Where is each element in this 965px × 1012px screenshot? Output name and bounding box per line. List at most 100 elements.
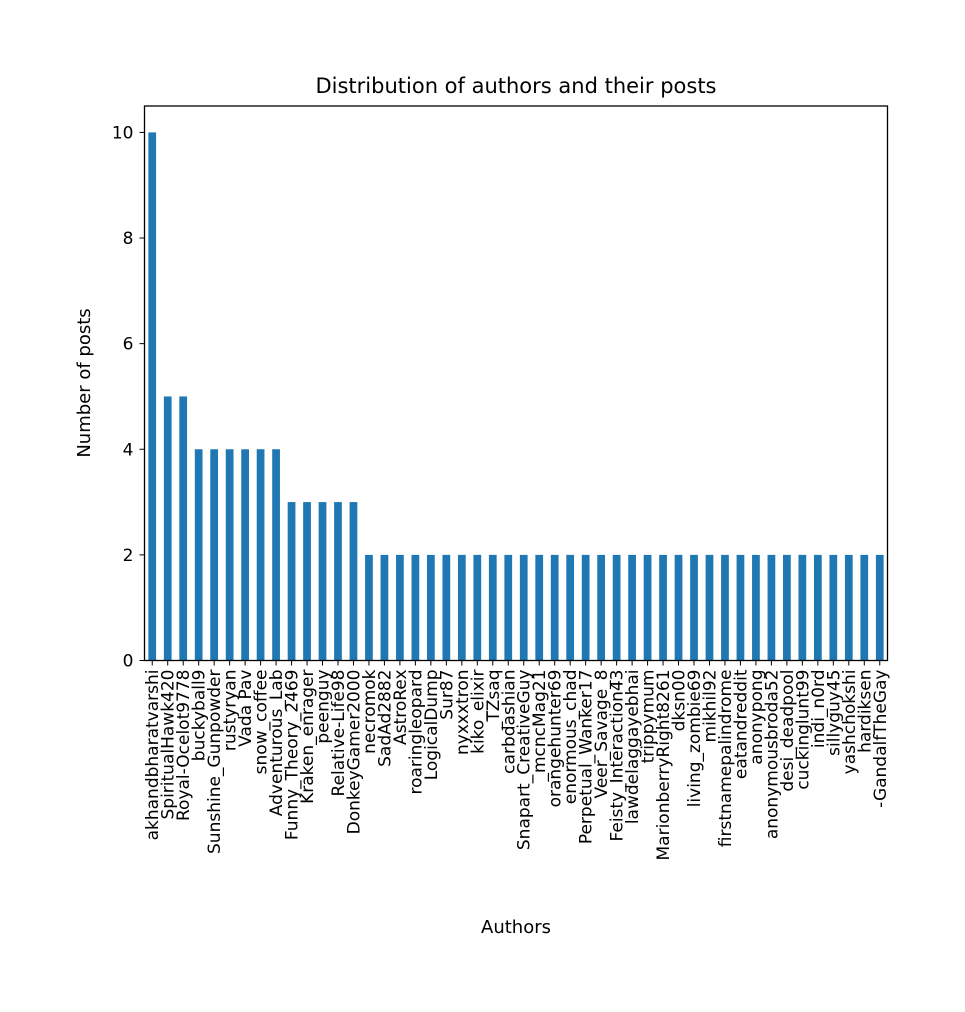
bars-group — [148, 132, 884, 661]
bar-42 — [798, 554, 807, 661]
bar-8 — [272, 449, 280, 661]
bar-16 — [396, 554, 404, 661]
bar-6 — [241, 449, 249, 661]
bar-39 — [752, 554, 760, 661]
x-tick-label-15: SadAd2882 — [375, 670, 395, 767]
x-tick-label-5: rustyryan — [221, 670, 241, 752]
x-tick-label-47: -GandalfTheGay — [871, 670, 891, 808]
bar-40 — [767, 554, 776, 661]
y-tick-label-0: 0 — [123, 652, 134, 672]
bar-4 — [210, 449, 219, 661]
x-tick-label-25: _mcncMag21 — [530, 670, 550, 783]
y-tick-label-1: 2 — [123, 546, 134, 566]
y-tick-label-4: 8 — [123, 229, 134, 249]
x-tick-label-16: AstroRex — [391, 670, 411, 745]
bar-30 — [612, 554, 621, 661]
bar-23 — [504, 554, 513, 661]
x-tick-label-28: Perpetual_Wanker17 — [577, 670, 597, 845]
x-tick-label-40: anonymousbroda52 — [762, 670, 782, 840]
x-tick-label-7: snow_coffee — [252, 670, 272, 775]
bar-47 — [875, 554, 884, 661]
bar-24 — [519, 554, 528, 661]
bar-35 — [690, 554, 698, 661]
bar-33 — [659, 554, 667, 661]
x-tick-label-38: eatandreddit — [731, 669, 751, 779]
bar-18 — [426, 554, 435, 661]
bar-45 — [844, 554, 853, 661]
x-tick-label-32: trippymum — [639, 670, 659, 764]
x-tick-label-37: firstnamepalindrome — [716, 670, 736, 848]
bar-34 — [674, 554, 683, 661]
bar-13 — [349, 502, 358, 661]
bar-19 — [442, 554, 451, 661]
bar-11 — [318, 502, 327, 661]
x-tick-label-24: Snapart_CreativeGuy — [515, 670, 535, 851]
x-tick-label-36: mikhil92 — [700, 670, 720, 743]
bar-44 — [829, 554, 838, 661]
bar-26 — [550, 554, 559, 661]
x-tick-label-45: yashchokshi — [840, 670, 860, 775]
x-tick-label-21: kiko_elixir — [468, 669, 488, 753]
bar-3 — [194, 449, 203, 661]
x-tick-label-20: nyxxxtron — [453, 670, 473, 755]
x-tick-label-13: DonkeyGamer2000 — [344, 670, 364, 835]
y-axis-label: Number of posts — [74, 308, 95, 457]
x-tick-label-41: desi_deadpool — [778, 670, 798, 792]
bar-32 — [643, 554, 652, 661]
x-tick-label-4: Sunshine_Gunpowder — [205, 670, 225, 855]
x-tick-label-39: anonypong — [747, 670, 767, 765]
x-tick-label-8: Adventurous_Lab — [267, 670, 287, 817]
bar-5 — [225, 449, 234, 661]
bar-22 — [488, 554, 497, 661]
x-tick-label-18: LogicalDump — [422, 670, 442, 781]
x-tick-label-35: living_zombie69 — [685, 670, 705, 808]
bar-25 — [535, 554, 544, 661]
x-tick-label-6: Vada Pav — [236, 670, 256, 747]
x-tick-label-10: Kraken_enrager — [298, 669, 318, 803]
x-tick-label-29: Veer_Savage_8 — [592, 670, 612, 799]
bar-46 — [860, 554, 869, 661]
x-tick-label-11: peenguy — [314, 670, 334, 744]
bar-43 — [813, 554, 822, 661]
x-tick-label-3: buckyball9 — [190, 670, 210, 762]
bar-12 — [334, 502, 342, 661]
x-tick-label-33: MarionberryRight8261 — [654, 670, 674, 861]
bar-10 — [303, 502, 311, 661]
x-tick-label-19: Sur87 — [437, 670, 457, 720]
bar-37 — [721, 554, 729, 661]
bar-27 — [566, 554, 575, 661]
bar-14 — [365, 554, 373, 661]
x-tick-label-44: sillyguy45 — [824, 670, 844, 756]
bar-9 — [287, 502, 296, 661]
bar-21 — [473, 554, 482, 661]
bar-31 — [628, 554, 636, 661]
x-tick-label-12: Relative-Life98 — [329, 670, 349, 797]
x-tick-label-23: carbdashian — [499, 670, 519, 774]
x-tick-label-2: Royal-Ocelot9778 — [174, 670, 194, 822]
chart-title: Distribution of authors and their posts — [315, 74, 716, 98]
bar-17 — [411, 554, 420, 661]
x-tick-label-26: orangehunter69 — [546, 670, 566, 808]
x-tick-label-22: _TZsaq — [484, 670, 504, 732]
x-tick-label-9: Funny_Theory_2469 — [283, 670, 303, 841]
x-tick-label-42: cuckinglunt99 — [793, 670, 813, 790]
plot-frame — [143, 105, 889, 662]
bar-29 — [597, 554, 606, 661]
bar-28 — [581, 554, 590, 661]
x-tick-label-17: roaringleopard — [406, 670, 426, 795]
bar-1 — [163, 396, 172, 661]
bar-0 — [148, 132, 157, 661]
y-axis: 0 2 4 6 8 10 — [112, 123, 145, 672]
x-tick-label-43: indi_n0rd — [809, 670, 829, 749]
bar-38 — [736, 554, 745, 661]
x-tick-label-31: lawdelaggayebhai — [623, 670, 643, 825]
x-tick-label-34: dksn00 — [670, 670, 690, 732]
x-axis-label: Authors — [481, 917, 551, 938]
y-tick-label-3: 6 — [123, 335, 134, 355]
y-tick-label-5: 10 — [112, 123, 134, 143]
bar-15 — [380, 554, 389, 661]
bar-2 — [179, 396, 188, 661]
bar-7 — [256, 449, 265, 661]
x-tick-label-30: Feisty_Interaction43 — [608, 670, 628, 842]
